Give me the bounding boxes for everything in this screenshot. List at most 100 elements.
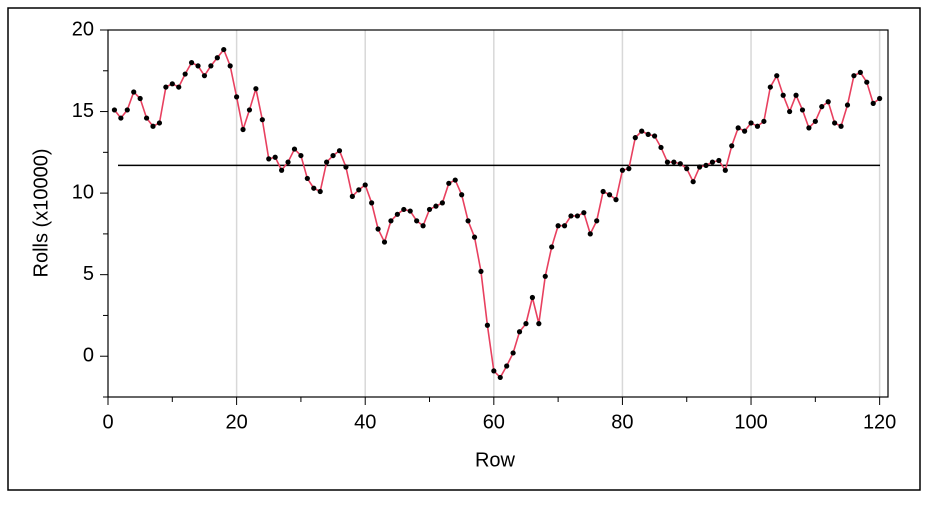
point: [272, 154, 278, 160]
point: [285, 159, 291, 165]
point: [729, 143, 735, 149]
point: [478, 268, 484, 275]
point: [484, 322, 490, 328]
point: [240, 126, 246, 133]
point: [658, 144, 664, 151]
x-tick-label: 100: [734, 411, 767, 433]
point: [234, 94, 240, 100]
point: [143, 115, 150, 121]
point: [163, 84, 169, 90]
point: [259, 117, 265, 123]
point: [664, 159, 671, 165]
x-tick-label: 80: [611, 411, 633, 433]
point: [619, 167, 626, 173]
point: [491, 368, 497, 374]
point: [291, 146, 298, 152]
point: [819, 104, 825, 110]
x-tick-label: 60: [483, 411, 505, 433]
point: [253, 86, 259, 92]
point: [857, 69, 863, 76]
point: [787, 108, 793, 115]
point: [497, 374, 503, 381]
point: [394, 211, 400, 217]
point: [304, 175, 310, 182]
point: [754, 123, 761, 129]
point: [574, 213, 581, 219]
point: [735, 125, 741, 131]
y-tick-label: 5: [83, 263, 94, 285]
point: [343, 164, 349, 170]
point: [124, 107, 130, 113]
point: [111, 107, 118, 113]
point: [780, 92, 786, 98]
point: [465, 218, 471, 224]
point: [118, 115, 124, 121]
point: [298, 152, 304, 159]
point: [504, 363, 510, 369]
point: [459, 192, 465, 198]
point: [426, 206, 433, 213]
point: [433, 203, 439, 209]
point: [549, 244, 555, 250]
point: [555, 223, 561, 229]
point: [748, 120, 754, 126]
point: [279, 167, 285, 173]
point: [600, 188, 606, 195]
point: [516, 329, 523, 335]
point: [767, 84, 773, 90]
point: [799, 107, 806, 113]
point: [439, 200, 445, 206]
point: [542, 273, 548, 279]
point: [150, 123, 156, 129]
point: [838, 123, 844, 129]
x-axis-label: Row: [475, 449, 516, 471]
x-tick-label: 0: [102, 411, 113, 433]
point: [201, 73, 208, 79]
point: [137, 95, 143, 102]
point: [806, 125, 812, 131]
point: [214, 55, 220, 61]
point: [523, 321, 529, 327]
point: [651, 133, 658, 139]
point: [690, 179, 696, 185]
point: [266, 156, 272, 162]
point: [832, 120, 838, 126]
point: [169, 81, 175, 87]
point: [330, 152, 336, 159]
point: [317, 188, 323, 195]
point: [471, 234, 478, 240]
point: [446, 180, 452, 186]
point: [696, 164, 703, 170]
point: [221, 46, 227, 53]
point: [407, 208, 413, 214]
point: [684, 166, 690, 172]
point: [870, 100, 876, 106]
point: [131, 89, 137, 95]
point: [606, 192, 613, 198]
point: [420, 223, 426, 229]
series-line: [113, 47, 881, 379]
y-axis-label: Rolls (x10000): [30, 149, 52, 278]
y-tick-label: 20: [72, 18, 94, 40]
point: [414, 218, 420, 224]
point: [812, 118, 818, 124]
point: [844, 102, 851, 108]
point: [716, 157, 722, 164]
frame: [7, 7, 921, 491]
point: [369, 200, 375, 206]
point: [742, 128, 748, 134]
y-tick-label: 0: [83, 345, 94, 367]
point: [864, 79, 870, 85]
point: [709, 159, 716, 165]
point: [227, 63, 233, 69]
point: [452, 177, 458, 183]
x-tick-label: 120: [863, 411, 896, 433]
point: [176, 84, 182, 90]
plot-frame: [107, 29, 889, 398]
point: [349, 193, 355, 199]
point: [375, 226, 381, 232]
point: [761, 118, 767, 124]
point: [356, 187, 362, 193]
point: [581, 210, 587, 216]
